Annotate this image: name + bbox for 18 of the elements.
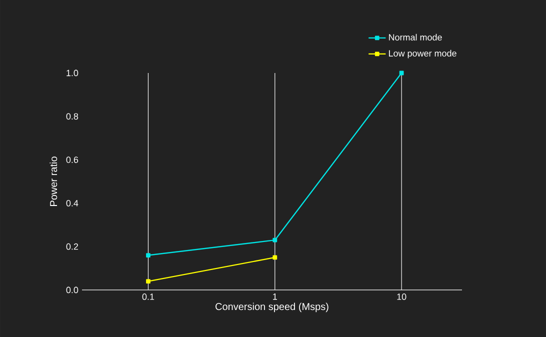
x-axis-title: Conversion speed (Msps) (216, 302, 328, 312)
point (272, 238, 278, 242)
legend-label: Low power mode (388, 50, 456, 58)
y-tick-label: 0.6 (66, 156, 78, 163)
point (399, 70, 404, 76)
y-tick-label: 1.0 (66, 70, 78, 76)
y-tick-label: 0.2 (66, 243, 78, 250)
point (272, 255, 278, 260)
y-tick-label: 0.4 (66, 200, 78, 206)
legend-label: Normal mode (388, 34, 442, 41)
x-tick-label: 10 (397, 294, 406, 300)
point (146, 253, 150, 258)
x-tick-label: 1 (273, 294, 277, 300)
point (146, 279, 150, 284)
y-axis-title: Power ratio (50, 156, 58, 206)
y-tick-label: 0.0 (66, 286, 78, 294)
x-tick-label: 0.1 (142, 294, 154, 300)
y-tick-label: 0.8 (66, 113, 78, 120)
